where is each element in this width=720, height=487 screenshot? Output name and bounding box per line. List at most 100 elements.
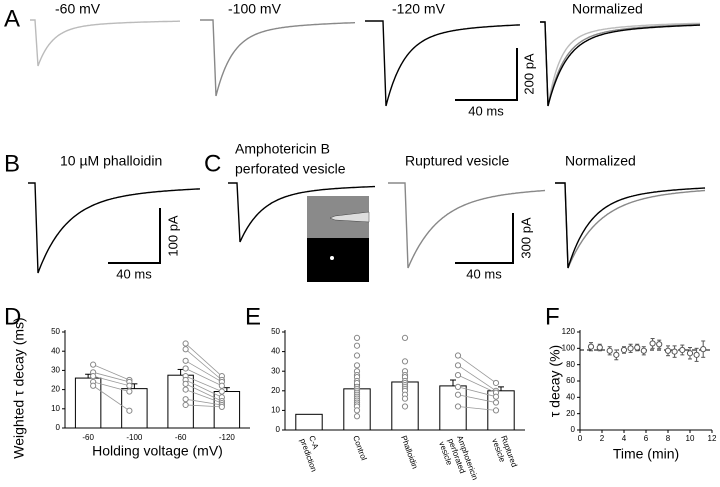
y-tick-label: 10	[271, 406, 280, 415]
x-tick-label: 2	[600, 434, 605, 443]
panel-letter: B	[4, 150, 20, 177]
pair-line	[185, 343, 223, 377]
pair-line	[457, 355, 497, 384]
trace-title: perforated vesicle	[235, 161, 346, 177]
data-point	[606, 347, 613, 354]
data-point	[492, 399, 500, 406]
pair-line	[457, 406, 497, 411]
pair-line	[457, 364, 497, 392]
pair-line	[92, 385, 130, 412]
x-axis-label: Time (min)	[613, 446, 679, 462]
y-tick-label: 100	[562, 343, 576, 352]
scale-label: 200 pA	[521, 53, 536, 95]
x-tick-label: 10	[686, 434, 695, 443]
x-tick-label: 6	[644, 434, 649, 443]
scale-label: 40 ms	[468, 103, 504, 118]
bar	[487, 390, 515, 431]
data-point	[700, 346, 707, 353]
current-trace	[365, 20, 520, 107]
data-point	[218, 403, 225, 410]
panel-letter: A	[4, 5, 20, 32]
y-tick-label: 120	[562, 327, 576, 336]
data-point	[664, 347, 672, 354]
data-point	[686, 350, 694, 357]
x-axis-label: Holding voltage (mV)	[92, 443, 223, 459]
data-point	[126, 407, 133, 414]
pair-line	[93, 381, 130, 392]
data-point	[182, 346, 189, 353]
data-point	[620, 346, 628, 354]
current-trace	[388, 182, 546, 269]
trace-title: Amphotericin B	[235, 141, 330, 157]
data-point	[401, 395, 409, 402]
trace-title: -100 mV	[228, 1, 282, 17]
trace-title: Normalized	[572, 1, 643, 17]
data-point	[656, 341, 663, 348]
data-point	[492, 379, 500, 387]
scale-label: 40 ms	[116, 266, 152, 281]
data-point	[353, 407, 361, 414]
pair-line	[185, 348, 223, 381]
current-trace	[30, 19, 180, 67]
current-trace	[540, 21, 701, 107]
pair-line	[185, 375, 223, 392]
y-tick-label: 50	[271, 327, 280, 336]
data-point	[454, 352, 462, 359]
data-point	[353, 352, 361, 359]
pair-line	[457, 394, 497, 403]
y-axis-label: τ decay (%)	[547, 345, 563, 417]
data-point	[218, 382, 225, 389]
y-tick-label: 40	[51, 346, 60, 355]
x-tick-label: 0	[578, 434, 583, 443]
y-tick-label: 20	[566, 409, 575, 418]
data-point	[182, 396, 189, 403]
data-point	[353, 413, 361, 420]
x-tick-label: 12	[708, 434, 717, 443]
scale-label: 300 pA	[518, 217, 533, 259]
x-tick-label: 8	[666, 434, 671, 443]
data-point	[353, 334, 361, 341]
data-point	[640, 347, 647, 354]
x-tick-label: 4	[622, 434, 627, 443]
panel-letter: D	[4, 303, 21, 330]
scale-label: 40 ms	[466, 266, 502, 281]
pair-line	[185, 404, 222, 408]
x-tick-label: Phalloidin	[399, 434, 419, 470]
data-point	[182, 340, 189, 347]
y-tick-label: 50	[51, 327, 60, 336]
data-point	[454, 403, 462, 410]
data-point	[182, 380, 189, 387]
trace-title: -120 mV	[392, 1, 446, 17]
bar	[295, 413, 323, 431]
data-point	[182, 357, 189, 364]
y-tick-label: 60	[566, 376, 575, 385]
current-trace	[540, 21, 701, 107]
current-trace	[28, 182, 200, 274]
pair-line	[185, 379, 223, 398]
y-tick-label: 0	[276, 425, 281, 434]
y-tick-label: 30	[271, 366, 280, 375]
pair-line	[185, 389, 223, 404]
trace-title: Normalized	[565, 153, 636, 169]
data-point	[454, 372, 462, 379]
pair-line	[92, 364, 130, 381]
data-point	[454, 383, 462, 390]
pair-line	[185, 360, 223, 383]
pipette	[329, 211, 370, 223]
data-point	[671, 348, 678, 355]
panel-letter: F	[545, 303, 560, 330]
data-point	[126, 388, 133, 395]
current-trace	[555, 182, 706, 269]
data-point	[587, 343, 595, 350]
bar	[167, 374, 194, 429]
data-point	[182, 386, 189, 393]
data-point	[182, 401, 189, 409]
scale-label: 100 pA	[165, 215, 180, 257]
panel-letter: E	[245, 303, 261, 330]
data-point	[492, 407, 500, 414]
trace-title: -60 mV	[55, 1, 101, 17]
data-point	[353, 342, 361, 349]
y-tick-label: 30	[51, 366, 60, 375]
data-point	[401, 358, 409, 365]
y-tick-label: 0	[56, 423, 61, 432]
